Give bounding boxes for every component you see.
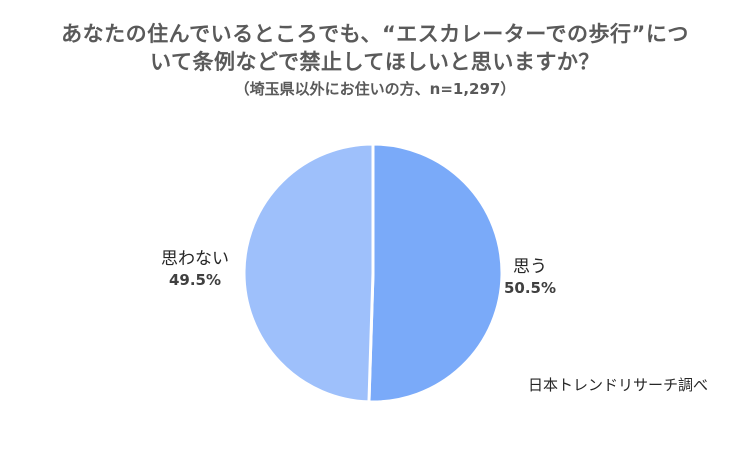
chart-title-line-2: いて条例などで禁止してほしいと思いますか？: [150, 50, 600, 74]
chart-title-line-1: あなたの住んでいるところでも、“エスカレーターでの歩行”につ: [61, 22, 689, 46]
pie-slice-no: [242, 142, 375, 404]
slice-value-no: 49.5%: [168, 271, 222, 289]
slice-name-yes: 思う: [513, 257, 547, 277]
pie-slice-yes: [367, 142, 504, 404]
slice-value-yes: 50.5%: [503, 279, 557, 297]
slice-name-no: 思わない: [161, 249, 229, 269]
slice-label-yes: 思う 50.5%: [500, 252, 560, 297]
slice-label-no: 思わない 49.5%: [150, 244, 240, 289]
chart-subtitle: （埼玉県以外にお住いの方、n=1,297）: [234, 80, 516, 98]
source-note: 日本トレンドリサーチ調べ: [528, 376, 709, 394]
